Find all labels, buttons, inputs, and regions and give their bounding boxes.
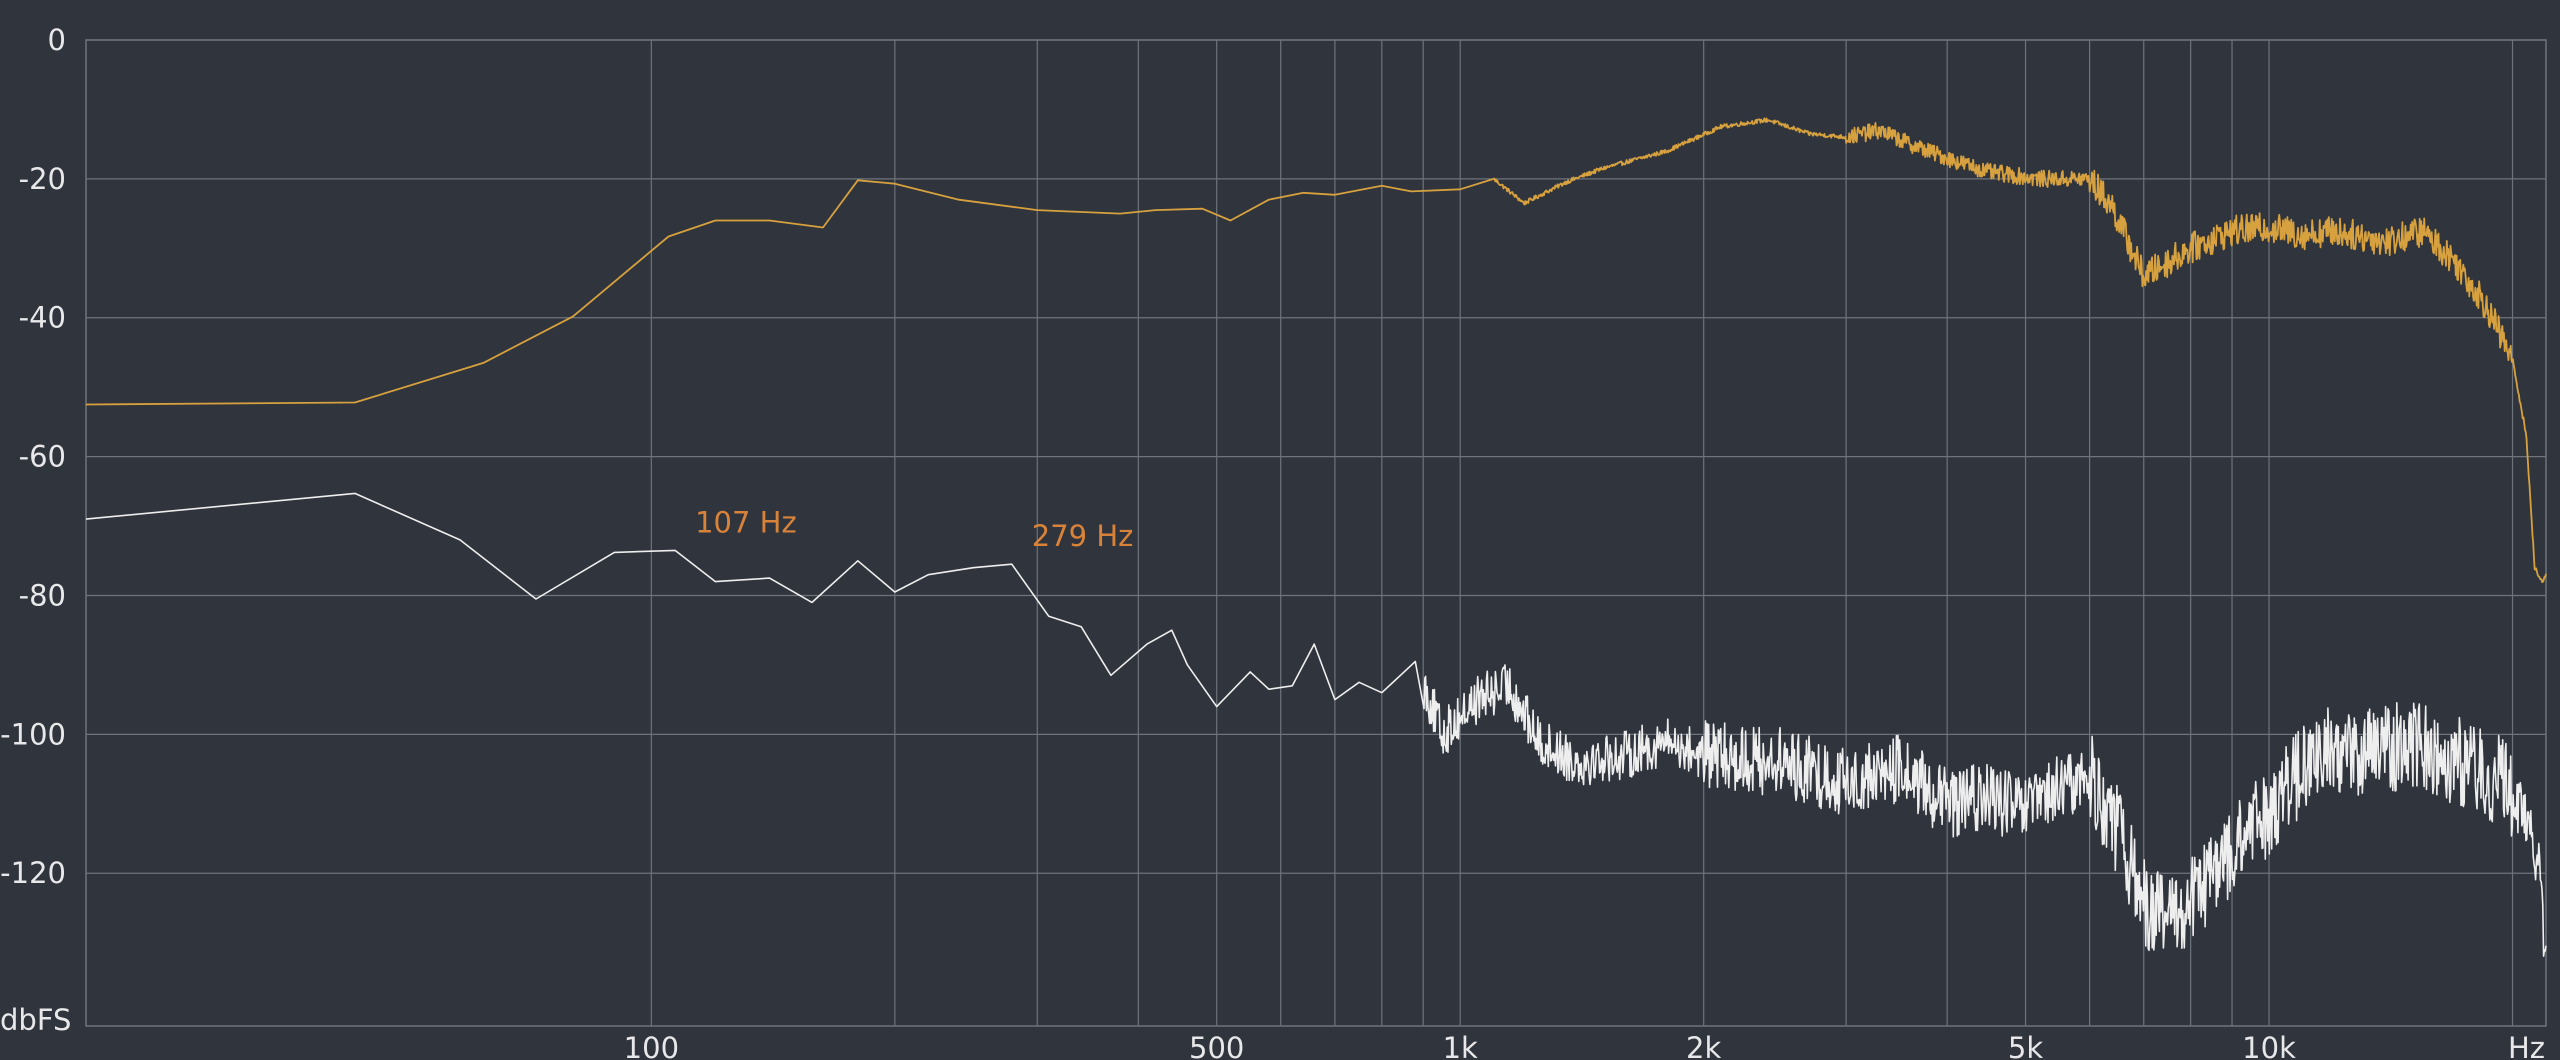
y-tick-label: -120 [0,856,66,890]
series-line-gold [85,117,2547,584]
peak-annotation: 107 Hz [695,505,797,539]
grid-lines [85,39,2547,1027]
y-tick-label: -40 [19,301,66,335]
x-tick-label: 100 [624,1031,679,1060]
series-lines [85,117,2547,957]
y-tick-label: -80 [19,578,66,612]
x-tick-label: 500 [1189,1031,1244,1060]
x-tick-label: 5k [2008,1031,2043,1060]
x-tick-label: 2k [1686,1031,1721,1060]
x-tick-label: 10k [2242,1031,2296,1060]
plot-frame [85,39,2547,1027]
y-tick-label: -60 [19,440,66,474]
tick-labels: 0 -20 -40 -60 -80 -100 -120 100 500 1k 2k 5k 10k [0,23,2296,1060]
y-tick-label: -100 [0,717,66,751]
y-unit-label: dbFS [0,1003,71,1037]
x-unit-label: Hz [2508,1031,2545,1060]
annotations: 107 Hz 279 Hz [695,505,1133,553]
y-tick-label: 0 [48,23,66,57]
x-tick-label: 1k [1443,1031,1478,1060]
peak-annotation: 279 Hz [1032,519,1134,553]
series-line-white [85,492,2547,957]
y-tick-label: -20 [19,162,66,196]
